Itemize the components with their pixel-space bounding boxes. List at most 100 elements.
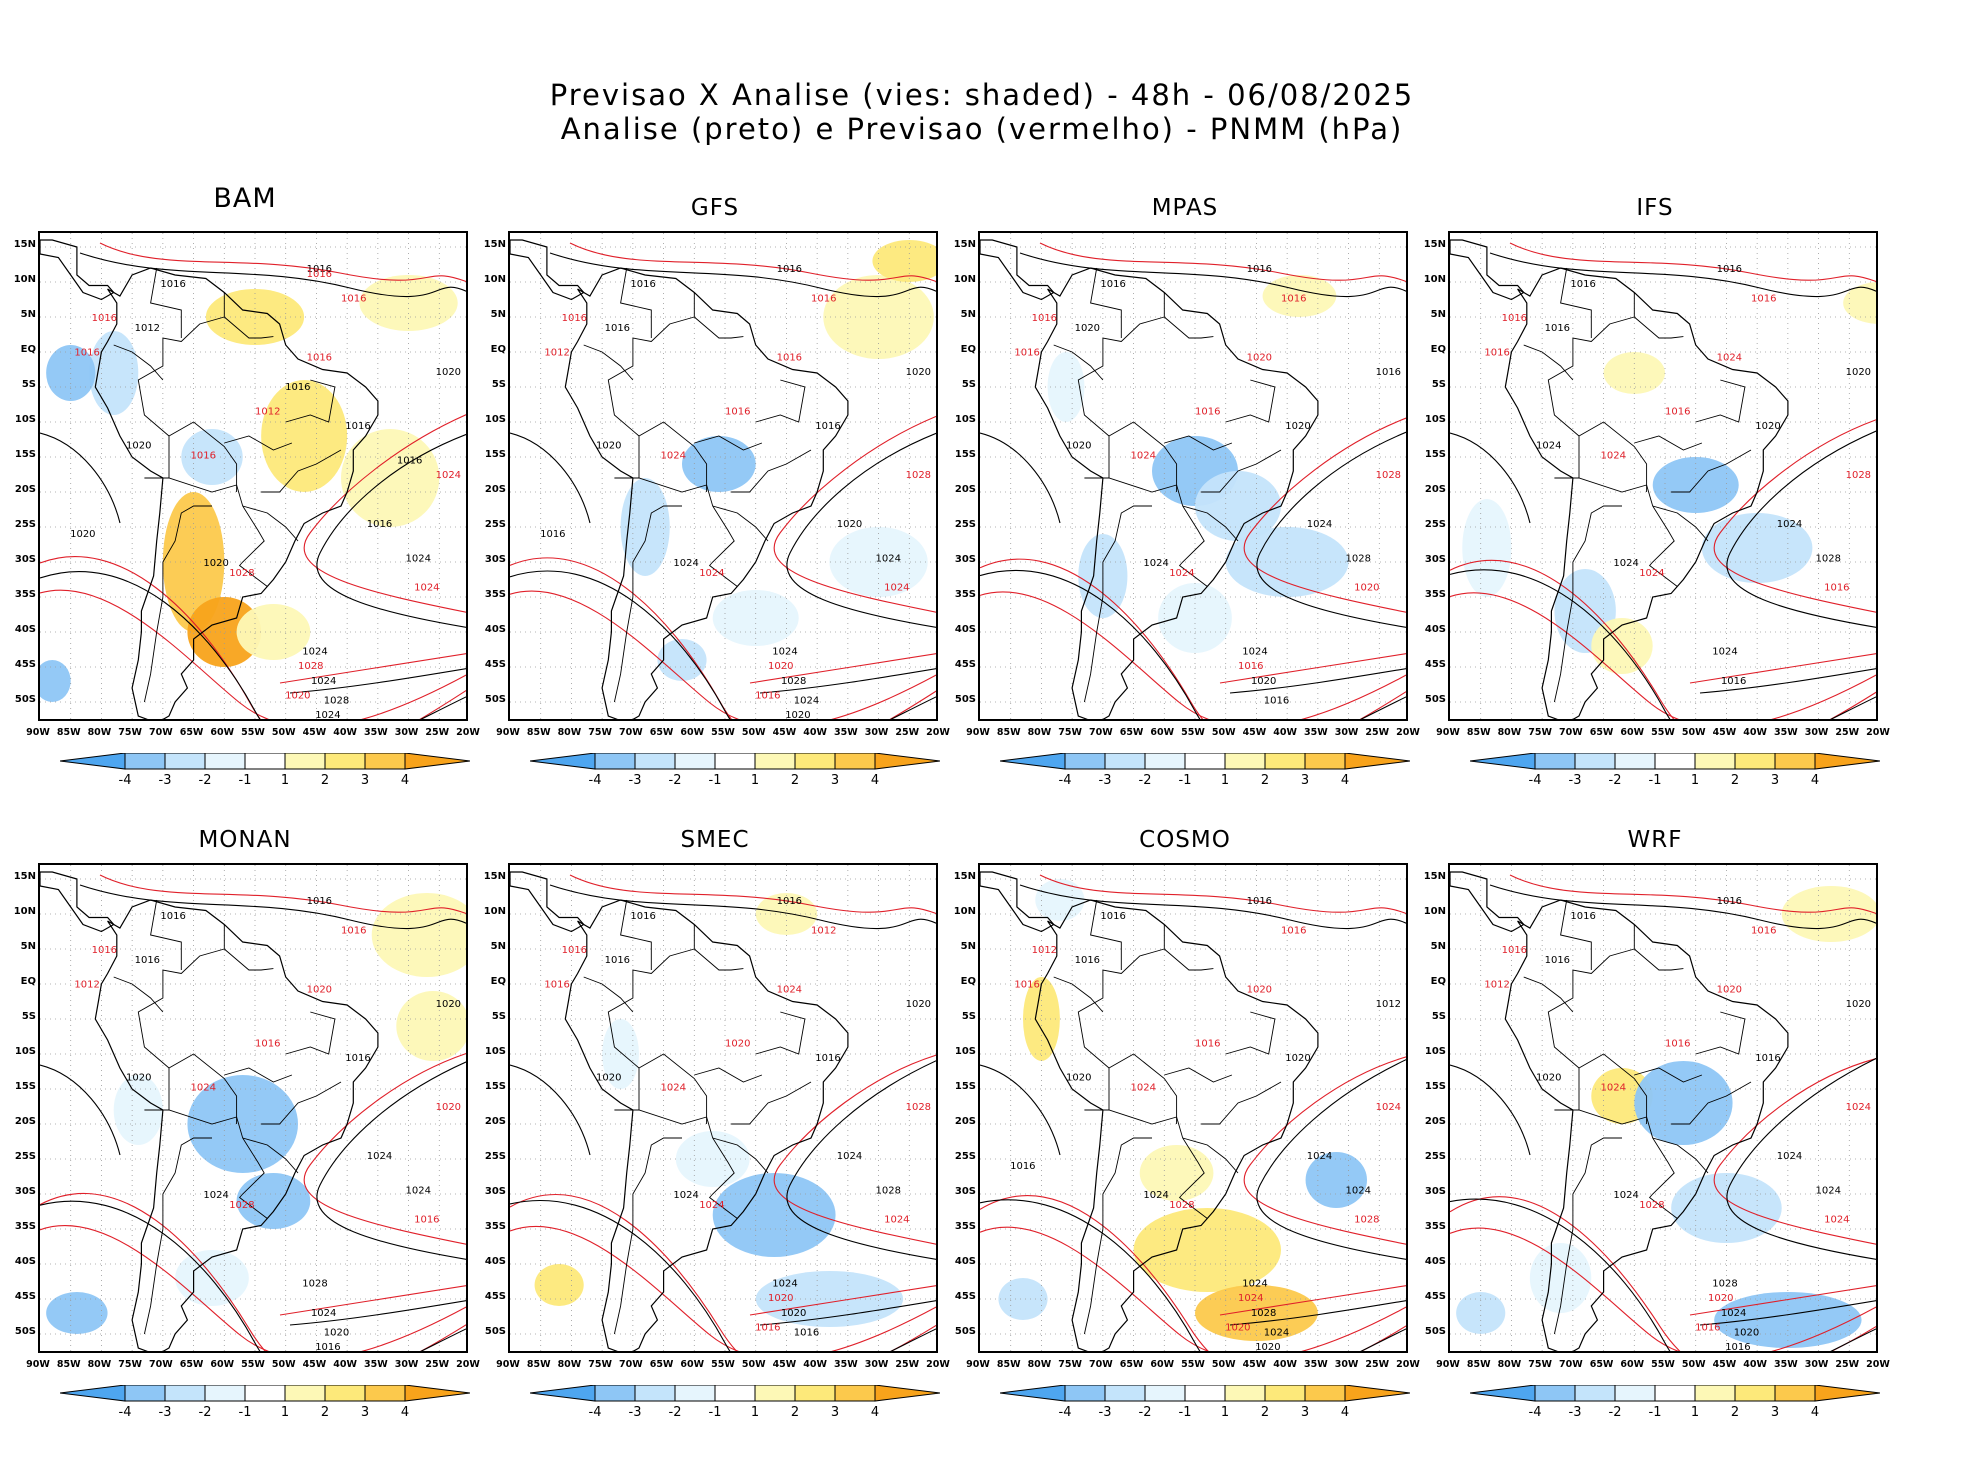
isobar-label-forecast: 1012	[1032, 945, 1057, 956]
colorbar-segment	[1534, 753, 1576, 770]
colorbar-label: -1	[1648, 1405, 1662, 1420]
coastline-south-america	[1034, 267, 1319, 719]
bias-map: 1016 1016 1016 1020 1016 1020 1024 1024 1028 1024…	[508, 863, 938, 1353]
lat-tick-label: 10S	[484, 1046, 506, 1057]
country-border	[583, 976, 634, 1013]
isobar-label-analysis: 1024	[1307, 1151, 1332, 1162]
isobar-label-analysis: 1020	[1536, 1073, 1561, 1084]
bias-shade	[829, 527, 928, 597]
colorbar-label: 3	[1300, 773, 1310, 788]
bias-shade	[1671, 1173, 1782, 1243]
colorbar-label: 1	[1690, 773, 1700, 788]
lat-tick-label: 45S	[1424, 1291, 1446, 1302]
panel-title: WRF	[1627, 827, 1683, 853]
lon-tick-label: 50W	[1681, 727, 1706, 738]
forecast-isobar	[40, 1224, 466, 1351]
analysis-isobar	[1726, 430, 1876, 628]
isobar-label-analysis: 1020	[70, 529, 95, 540]
colorbar-segment	[594, 1385, 636, 1402]
colorbar-segment	[364, 753, 406, 770]
lon-tick-label: 40W	[803, 727, 827, 738]
lon-tick-label: 45W	[302, 1359, 327, 1370]
country-border	[1225, 1011, 1276, 1055]
forecast-isobar	[749, 1285, 936, 1316]
lat-tick-label: 35S	[954, 589, 976, 600]
isobar-label-analysis: 1016	[1010, 1161, 1035, 1172]
country-border	[1084, 477, 1208, 587]
lon-tick-label: 50W	[741, 1359, 766, 1370]
isobar-label-analysis: 1024	[876, 553, 901, 564]
lon-tick-label: 60W	[1620, 727, 1645, 738]
country-border	[261, 449, 342, 493]
bias-shade	[1781, 886, 1876, 942]
lon-tick-label: 70W	[1088, 727, 1113, 738]
colorbar-segment	[1224, 1385, 1266, 1402]
country-border	[1652, 1137, 1709, 1174]
coastline-central-america	[510, 871, 585, 933]
lat-tick-label: 30S	[484, 1186, 506, 1197]
isobar-label-forecast: 1016	[1695, 1323, 1720, 1334]
colorbar-segment	[204, 1385, 246, 1402]
lon-tick-label: 70W	[148, 1359, 173, 1370]
colorbar-label: 4	[1340, 1405, 1350, 1420]
panel-title: SMEC	[680, 827, 750, 853]
analysis-isobar	[1450, 1198, 1876, 1351]
lon-tick-label: 30W	[1804, 727, 1829, 738]
bias-shade	[1225, 527, 1349, 597]
panel-mpas: MPAS 1016 1016 1020 1016 1020 1020 1024 1024 1028…	[950, 195, 1420, 825]
country-border	[1083, 505, 1152, 703]
colorbar-arrow-high	[404, 1385, 470, 1402]
isobar-label-analysis: 1020	[1251, 676, 1276, 687]
lon-tick-label: 20W	[1866, 727, 1890, 738]
forecast-isobar	[773, 415, 936, 613]
lon-tick-label: 70W	[1558, 727, 1583, 738]
isobar-label-analysis: 1012	[135, 323, 160, 334]
lat-tick-label: 15S	[954, 1081, 976, 1092]
lat-tick-label: 50S	[954, 694, 976, 705]
isobar-label-analysis: 1028	[1346, 553, 1371, 564]
colorbar-segment	[1064, 1385, 1106, 1402]
lat-tick-label: 20S	[14, 1116, 36, 1127]
isobar-label-analysis: 1024	[772, 1278, 797, 1289]
bias-map: 1016 1016 1012 1020 1016 1020 1016 1020 1024 1024…	[38, 231, 468, 721]
colorbar-segment	[1264, 1385, 1306, 1402]
coastline-central-america	[40, 239, 115, 301]
coastline-central-america	[40, 871, 115, 933]
country-border	[1164, 1067, 1233, 1083]
lon-tick-label: 35W	[833, 1359, 858, 1370]
isobar-label-forecast: 1024	[1639, 568, 1664, 579]
colorbar-label: -2	[1138, 1405, 1152, 1420]
colorbar-segment	[1184, 1385, 1226, 1402]
bias-shade	[46, 1292, 108, 1334]
isobar-label-forecast: 1024	[1238, 1293, 1263, 1304]
lat-tick-label: EQ	[960, 976, 976, 987]
country-border	[224, 435, 293, 451]
lon-tick-label: 40W	[1743, 1359, 1767, 1370]
forecast-isobar	[1243, 417, 1406, 613]
analysis-isobar	[1450, 432, 1531, 524]
analysis-isobar	[79, 884, 466, 929]
isobar-label-forecast: 1016	[1751, 926, 1776, 937]
lon-tick-label: 65W	[649, 1359, 674, 1370]
panel-wrf: WRF 1016 1016 1016 1020 1016 1020 1024 1024 1024 1…	[1420, 827, 1890, 1457]
isobar-label-forecast: 1028	[229, 568, 254, 579]
analysis-isobar	[980, 570, 1406, 719]
isobar-label-analysis: 1016	[815, 421, 840, 432]
lat-tick-label: 35S	[1424, 1221, 1446, 1232]
lat-tick-label: 15N	[1423, 871, 1446, 882]
isobar-label-forecast: 1024	[884, 1215, 909, 1226]
isobar-label-analysis: 1016	[1570, 911, 1595, 922]
colorbar-label: -2	[1608, 1405, 1622, 1420]
lat-tick-label: 5S	[491, 379, 506, 390]
lon-tick-label: 80W	[87, 727, 112, 738]
colorbar-segment	[1734, 753, 1776, 770]
colorbar-label: -1	[1648, 773, 1662, 788]
lat-tick-label: 5S	[1431, 379, 1446, 390]
lat-tick-label: 45S	[14, 1291, 36, 1302]
colorbar-segment	[1654, 753, 1696, 770]
isobar-label-forecast: 1016	[1014, 348, 1039, 359]
lon-tick-label: 30W	[1334, 727, 1359, 738]
colorbar: -4 -3 -2 -1 1 2 3 4	[1000, 1385, 1410, 1425]
lon-tick-label: 70W	[148, 727, 173, 738]
